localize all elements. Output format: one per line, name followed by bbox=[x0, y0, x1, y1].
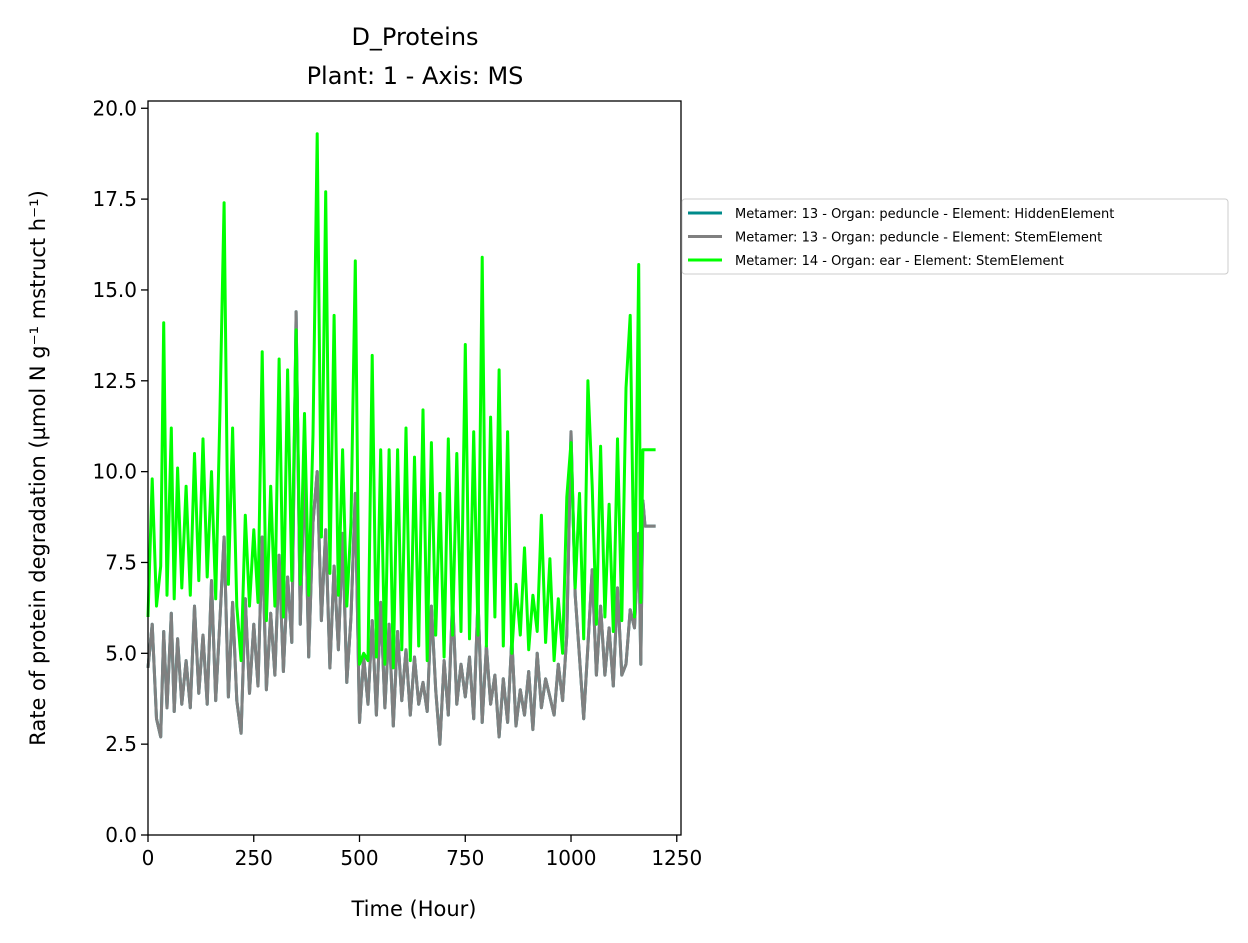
y-tick-label: 17.5 bbox=[92, 187, 137, 211]
series-layer bbox=[146, 132, 656, 746]
y-tick-label: 12.5 bbox=[92, 369, 137, 393]
x-tick-label: 250 bbox=[235, 846, 273, 870]
x-tick-label: 500 bbox=[340, 846, 378, 870]
y-tick-label: 2.5 bbox=[105, 732, 137, 756]
x-axis-ticks: 0 250 500 750 1000 1250 bbox=[142, 835, 702, 870]
legend-frame bbox=[681, 198, 1229, 275]
chart-title: D_Proteins bbox=[351, 23, 478, 51]
x-tick-label: 1000 bbox=[546, 846, 597, 870]
plot-frame bbox=[147, 100, 682, 836]
y-tick-label: 7.5 bbox=[105, 550, 137, 574]
y-tick-label: 10.0 bbox=[92, 460, 137, 484]
y-axis-label: Rate of protein degradation (µmol N g⁻¹ … bbox=[26, 190, 50, 746]
chart-subtitle: Plant: 1 - Axis: MS bbox=[307, 62, 524, 90]
y-tick-label: 15.0 bbox=[92, 278, 137, 302]
x-axis-label: Time (Hour) bbox=[350, 897, 476, 921]
y-tick-label: 20.0 bbox=[92, 96, 137, 120]
x-tick-label: 750 bbox=[446, 846, 484, 870]
y-tick-label: 5.0 bbox=[105, 641, 137, 665]
x-tick-label: 0 bbox=[142, 846, 155, 870]
legend-label-3: Metamer: 14 - Organ: ear - Element: Stem… bbox=[735, 254, 1064, 269]
y-tick-label: 0.0 bbox=[105, 823, 137, 847]
legend-label-1: Metamer: 13 - Organ: peduncle - Element:… bbox=[735, 207, 1114, 222]
legend-label-2: Metamer: 13 - Organ: peduncle - Element:… bbox=[735, 231, 1102, 246]
y-axis-ticks: 0.0 2.5 5.0 7.5 10.0 12.5 15.0 17.5 20.0 bbox=[92, 96, 148, 847]
series-line-3 bbox=[146, 132, 656, 670]
x-tick-label: 1250 bbox=[651, 846, 702, 870]
legend: Metamer: 13 - Organ: peduncle - Element:… bbox=[681, 198, 1229, 275]
